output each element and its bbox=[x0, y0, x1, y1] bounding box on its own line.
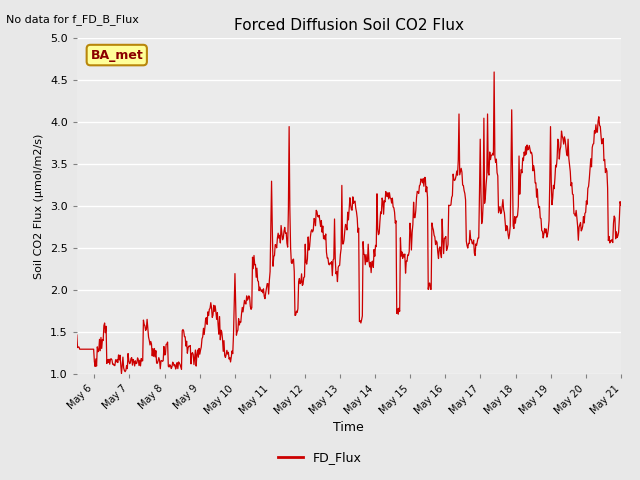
Text: BA_met: BA_met bbox=[90, 48, 143, 61]
Title: Forced Diffusion Soil CO2 Flux: Forced Diffusion Soil CO2 Flux bbox=[234, 18, 464, 33]
X-axis label: Time: Time bbox=[333, 421, 364, 434]
Text: No data for f_FD_B_Flux: No data for f_FD_B_Flux bbox=[6, 14, 140, 25]
Legend: FD_Flux: FD_Flux bbox=[273, 446, 367, 469]
Y-axis label: Soil CO2 Flux (μmol/m2/s): Soil CO2 Flux (μmol/m2/s) bbox=[35, 134, 44, 279]
